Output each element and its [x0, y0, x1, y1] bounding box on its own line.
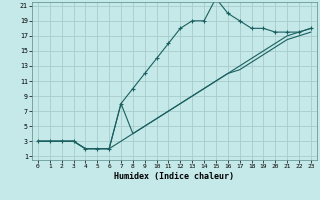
X-axis label: Humidex (Indice chaleur): Humidex (Indice chaleur) — [115, 172, 234, 181]
